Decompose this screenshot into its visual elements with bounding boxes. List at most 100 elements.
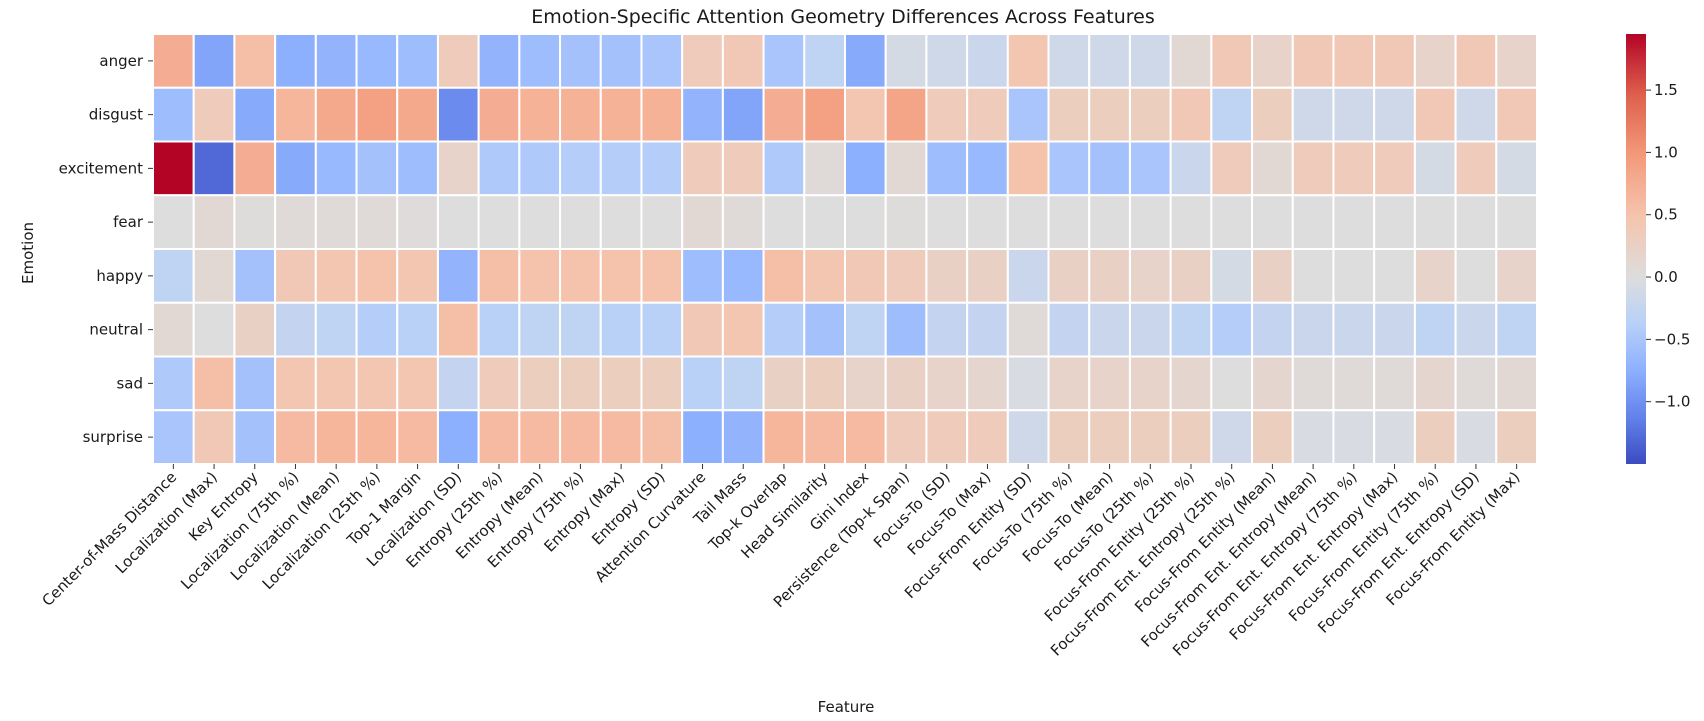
heatmap-cell-fear-30 bbox=[1332, 194, 1376, 250]
heatmap-cell-disgust-12 bbox=[599, 86, 643, 143]
heatmap-cell-fear-7 bbox=[396, 194, 439, 250]
heatmap-cell-neutral-16 bbox=[762, 301, 806, 358]
heatmap-cell-anger-13 bbox=[640, 33, 684, 89]
heatmap-cell-surprise-19 bbox=[884, 409, 928, 465]
heatmap-cell-surprise-3 bbox=[233, 409, 277, 465]
heatmap-cell-anger-33 bbox=[1454, 33, 1498, 89]
heatmap-cell-surprise-8 bbox=[436, 409, 480, 465]
heatmap-cell-happy-5 bbox=[314, 248, 358, 304]
heatmap-cell-happy-13 bbox=[640, 248, 684, 304]
heatmap-cell-surprise-20 bbox=[925, 409, 969, 465]
heatmap-cell-sad-13 bbox=[640, 355, 684, 412]
heatmap-cell-neutral-5 bbox=[314, 301, 358, 358]
heatmap-cell-sad-26 bbox=[1169, 355, 1213, 412]
heatmap-cell-neutral-14 bbox=[681, 301, 724, 358]
colorbar-tick-label: 0.5 bbox=[1654, 206, 1678, 224]
heatmap-cell-excitement-24 bbox=[1088, 140, 1131, 197]
heatmap-cell-disgust-19 bbox=[884, 86, 928, 143]
heatmap-cell-surprise-33 bbox=[1454, 409, 1498, 465]
heatmap-cell-fear-28 bbox=[1251, 194, 1294, 250]
heatmap-cell-happy-20 bbox=[925, 248, 969, 304]
heatmap-cell-fear-17 bbox=[803, 194, 847, 250]
heatmap-cell-happy-17 bbox=[803, 248, 847, 304]
heatmap-cell-excitement-5 bbox=[314, 140, 358, 197]
colorbar-tick-label: 1.5 bbox=[1654, 81, 1678, 99]
heatmap-cell-sad-2 bbox=[192, 355, 236, 412]
heatmap-cell-neutral-27 bbox=[1210, 301, 1254, 358]
heatmap-cell-happy-12 bbox=[599, 248, 643, 304]
heatmap-cell-surprise-5 bbox=[314, 409, 358, 465]
heatmap-cell-neutral-3 bbox=[233, 301, 277, 358]
heatmap-cell-neutral-28 bbox=[1251, 301, 1294, 358]
heatmap-cell-happy-30 bbox=[1332, 248, 1376, 304]
heatmap-cell-fear-12 bbox=[599, 194, 643, 250]
heatmap-cell-excitement-30 bbox=[1332, 140, 1376, 197]
heatmap-cell-anger-31 bbox=[1373, 33, 1416, 89]
heatmap-cell-happy-22 bbox=[1006, 248, 1050, 304]
heatmap-cell-excitement-20 bbox=[925, 140, 969, 197]
y-tick-labels: anger disgust excitement fear happy neutral sa… bbox=[59, 52, 153, 446]
heatmap-cell-disgust-16 bbox=[762, 86, 806, 143]
y-tick-label-excitement: excitement bbox=[59, 159, 143, 177]
heatmap-cell-disgust-10 bbox=[518, 86, 562, 143]
heatmap-cell-neutral-29 bbox=[1291, 301, 1335, 358]
heatmap-cell-sad-21 bbox=[966, 355, 1009, 412]
heatmap-cell-surprise-14 bbox=[681, 409, 724, 465]
heatmap-cell-excitement-10 bbox=[518, 140, 562, 197]
heatmap-cell-anger-21 bbox=[966, 33, 1009, 89]
heatmap-cell-fear-21 bbox=[966, 194, 1009, 250]
heatmap-cell-surprise-17 bbox=[803, 409, 847, 465]
heatmap-cell-neutral-22 bbox=[1006, 301, 1050, 358]
heatmap-cell-fear-11 bbox=[559, 194, 602, 250]
colorbar-tick-label: −1.0 bbox=[1654, 393, 1690, 411]
heatmap-cell-neutral-20 bbox=[925, 301, 969, 358]
heatmap-cell-sad-6 bbox=[355, 355, 399, 412]
heatmap-cell-happy-29 bbox=[1291, 248, 1335, 304]
heatmap-cell-happy-23 bbox=[1047, 248, 1091, 304]
heatmap-cell-happy-10 bbox=[518, 248, 562, 304]
heatmap-cell-sad-7 bbox=[396, 355, 439, 412]
heatmap-cell-fear-9 bbox=[477, 194, 521, 250]
heatmap-cell-happy-28 bbox=[1251, 248, 1294, 304]
heatmap-cell-anger-28 bbox=[1251, 33, 1294, 89]
heatmap-cell-anger-10 bbox=[518, 33, 562, 89]
y-tick-label-happy: happy bbox=[96, 267, 143, 285]
heatmap-cell-sad-20 bbox=[925, 355, 969, 412]
x-axis-label: Feature bbox=[818, 698, 875, 716]
heatmap-cell-neutral-12 bbox=[599, 301, 643, 358]
heatmap-cell-disgust-3 bbox=[233, 86, 277, 143]
y-tick-label-sad: sad bbox=[116, 374, 143, 392]
heatmap-cell-disgust-28 bbox=[1251, 86, 1294, 143]
heatmap-cell-fear-33 bbox=[1454, 194, 1498, 250]
heatmap-cell-disgust-4 bbox=[274, 86, 317, 143]
heatmap-cell-happy-31 bbox=[1373, 248, 1416, 304]
heatmap-cell-excitement-33 bbox=[1454, 140, 1498, 197]
heatmap-cell-disgust-27 bbox=[1210, 86, 1254, 143]
heatmap-cell-happy-7 bbox=[396, 248, 439, 304]
heatmap-cell-anger-34 bbox=[1495, 33, 1538, 89]
heatmap-cell-disgust-1 bbox=[152, 86, 195, 143]
heatmap-cell-neutral-18 bbox=[844, 301, 887, 358]
heatmap-cell-neutral-24 bbox=[1088, 301, 1131, 358]
heatmap-cell-sad-34 bbox=[1495, 355, 1538, 412]
heatmap-cell-anger-30 bbox=[1332, 33, 1376, 89]
heatmap-cell-happy-6 bbox=[355, 248, 399, 304]
y-tick-label-neutral: neutral bbox=[89, 321, 143, 339]
heatmap-cell-happy-18 bbox=[844, 248, 887, 304]
heatmap-cell-fear-23 bbox=[1047, 194, 1091, 250]
heatmap-cell-fear-15 bbox=[721, 194, 765, 250]
heatmap-cell-anger-29 bbox=[1291, 33, 1335, 89]
heatmap-cell-anger-11 bbox=[559, 33, 602, 89]
heatmap-cell-surprise-23 bbox=[1047, 409, 1091, 465]
heatmap-cell-anger-24 bbox=[1088, 33, 1131, 89]
heatmap-cell-disgust-6 bbox=[355, 86, 399, 143]
heatmap-cell-sad-29 bbox=[1291, 355, 1335, 412]
heatmap-cell-neutral-1 bbox=[152, 301, 195, 358]
heatmap-cell-fear-22 bbox=[1006, 194, 1050, 250]
heatmap-cell-excitement-18 bbox=[844, 140, 887, 197]
heatmap-cell-happy-25 bbox=[1128, 248, 1172, 304]
heatmap-cell-sad-17 bbox=[803, 355, 847, 412]
heatmap-cell-surprise-9 bbox=[477, 409, 521, 465]
heatmap-cell-disgust-9 bbox=[477, 86, 521, 143]
heatmap-cell-excitement-2 bbox=[192, 140, 236, 197]
